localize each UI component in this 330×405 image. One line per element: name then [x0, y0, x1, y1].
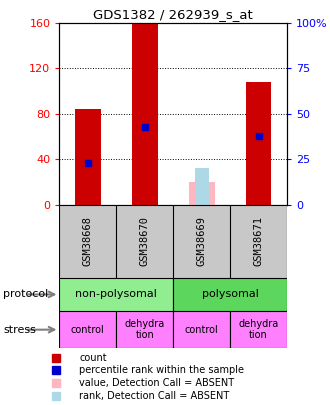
- Text: count: count: [79, 353, 107, 363]
- Text: dehydra
tion: dehydra tion: [239, 319, 279, 341]
- Bar: [59, 311, 116, 348]
- Text: stress: stress: [3, 325, 36, 335]
- Bar: [173, 311, 230, 348]
- Bar: [116, 311, 173, 348]
- Text: protocol: protocol: [3, 290, 49, 299]
- Bar: [195, 168, 209, 205]
- Text: GSM38670: GSM38670: [140, 216, 150, 266]
- Bar: [246, 82, 272, 205]
- Text: percentile rank within the sample: percentile rank within the sample: [79, 365, 244, 375]
- Text: dehydra
tion: dehydra tion: [125, 319, 165, 341]
- Text: rank, Detection Call = ABSENT: rank, Detection Call = ABSENT: [79, 391, 229, 401]
- Text: polysomal: polysomal: [202, 290, 259, 299]
- Text: GSM38671: GSM38671: [254, 216, 264, 266]
- Bar: [173, 278, 287, 311]
- Bar: [75, 109, 101, 205]
- Text: GSM38669: GSM38669: [197, 216, 207, 266]
- Bar: [132, 23, 158, 205]
- Text: non-polysomal: non-polysomal: [75, 290, 157, 299]
- Text: GSM38668: GSM38668: [83, 216, 93, 266]
- Text: control: control: [71, 325, 105, 335]
- Bar: [59, 278, 173, 311]
- Bar: [189, 182, 214, 205]
- Text: control: control: [185, 325, 218, 335]
- Text: value, Detection Call = ABSENT: value, Detection Call = ABSENT: [79, 378, 234, 388]
- Title: GDS1382 / 262939_s_at: GDS1382 / 262939_s_at: [93, 9, 253, 21]
- Bar: [230, 311, 287, 348]
